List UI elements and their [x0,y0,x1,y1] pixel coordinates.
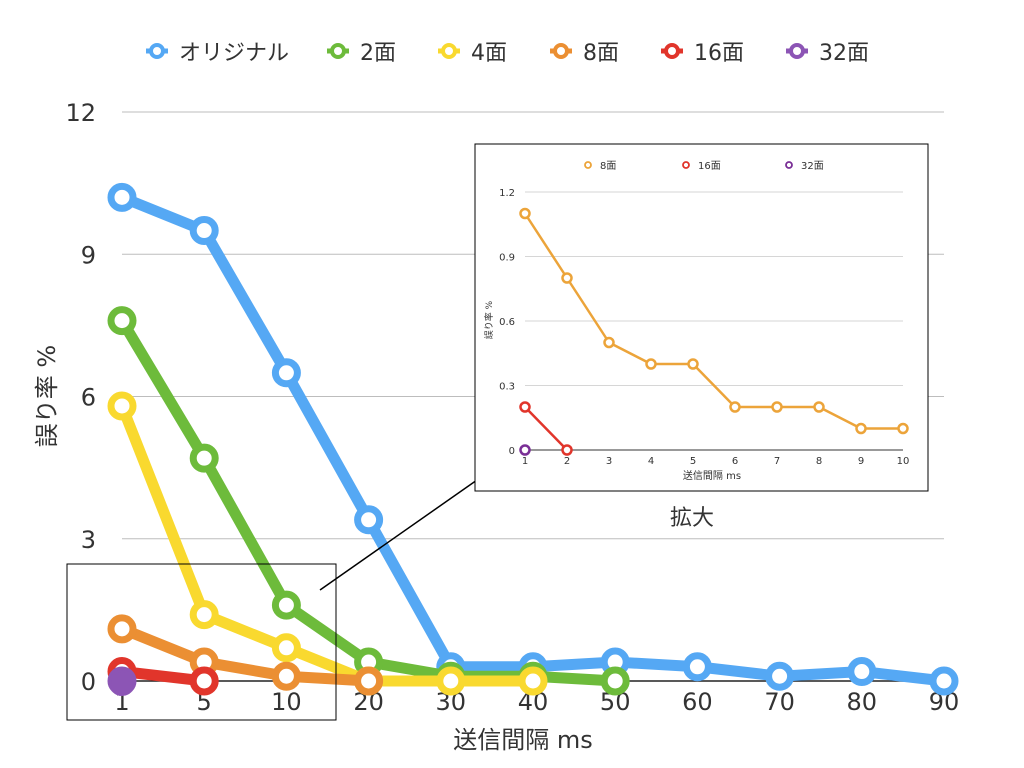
data-point [109,670,135,696]
inset-data-point [687,358,699,370]
inset-x-tick-label: 6 [732,456,738,467]
inset-data-point [519,444,531,456]
y-tick-label: 9 [81,241,96,269]
inset-legend-marker [584,161,592,169]
legend-label: 8面 [583,41,619,66]
data-point [189,216,219,246]
inset-legend-label: 16面 [698,161,721,172]
data-point [847,657,877,687]
x-tick-label: 70 [764,688,795,716]
inset-y-axis-label: 誤り率 % [483,300,495,339]
inset-x-tick-label: 4 [648,456,654,467]
y-tick-label: 6 [81,384,96,412]
data-point [354,666,384,696]
inset-x-axis-label: 送信間隔 ms [683,469,741,482]
data-point [518,666,548,696]
inset-x-tick-label: 9 [858,456,864,467]
inset-data-point [519,207,531,220]
x-tick-label: 5 [197,688,212,716]
inset-data-point [519,401,531,413]
data-point [271,590,301,620]
inset-x-tick-label: 3 [606,456,612,467]
legend-marker [664,43,680,59]
inset-series-line-1 [524,406,568,451]
x-tick-label: 10 [271,688,302,716]
inset-data-point [645,358,657,370]
inset-x-tick-label: 7 [774,456,780,467]
data-point [600,666,630,696]
y-tick-label: 3 [81,526,96,554]
legend-label: 4面 [471,41,507,66]
data-point [929,666,959,696]
legend-marker [553,43,569,59]
zoom-rectangle [66,563,337,721]
data-point [107,614,137,644]
inset-data-point [813,401,825,413]
legend-marker [330,43,346,59]
inset-data-point [603,336,615,349]
inset-x-tick-label: 5 [690,456,696,467]
inset-legend-label: 8面 [600,161,616,172]
inset-x-tick-label: 1 [522,456,528,467]
data-point [189,443,219,473]
inset-legend-marker [785,161,793,169]
inset-data-point [855,422,867,435]
legend-label: 2面 [360,41,396,66]
data-point [107,306,137,336]
inset-plot: 0 0.3 0.6 0.9 1.2 1 2 3 4 5 6 7 8 9 10 送信間隔 ms 誤り率 % 8面 16… [474,143,929,531]
x-axis-label: 送信間隔 ms [453,726,593,754]
inset-x-tick-label: 10 [897,456,910,467]
inset-y-tick-label: 1.2 [499,188,515,199]
legend-marker [441,43,457,59]
legend-marker [789,43,805,59]
data-point [107,391,137,421]
inset-y-tick-label: 0.6 [499,317,515,328]
data-point [271,358,301,388]
inset-legend-label: 32面 [801,161,824,172]
y-tick-label: 0 [81,668,96,696]
data-point [107,182,137,212]
x-tick-label: 60 [682,688,713,716]
inset-data-point [897,422,909,435]
x-tick-label: 80 [847,688,878,716]
data-point [271,661,301,691]
inset-data-point [771,401,783,413]
data-point [354,505,384,535]
data-point [271,633,301,663]
series-line-3 [116,623,375,687]
inset-data-point [561,272,573,284]
zoom-region-box [66,464,500,721]
inset-y-tick-label: 0.9 [499,253,515,264]
inset-legend-marker [682,161,690,169]
inset-y-tick-label: 0.3 [499,382,515,393]
inset-series-line-0 [523,212,903,430]
legend-marker [149,43,165,59]
y-axis-label: 誤り率 % [33,345,61,447]
inset-x-tick-label: 2 [564,456,570,467]
inset-x-tick-label: 8 [816,456,822,467]
inset-data-point [561,444,573,456]
legend-label: 16面 [694,41,744,66]
data-point [682,652,712,682]
zoom-arrow [319,464,500,591]
inset-frame [474,143,929,492]
data-point [436,666,466,696]
inset-caption: 拡大 [670,506,714,531]
data-point [189,600,219,630]
legend-label: 32面 [819,41,869,66]
y-tick-label: 12 [65,99,96,127]
inset-y-tick-label: 0 [509,446,515,457]
inset-data-point [729,401,741,413]
data-point [765,661,795,691]
data-point [189,666,219,696]
legend-label: オリジナル [179,41,289,66]
